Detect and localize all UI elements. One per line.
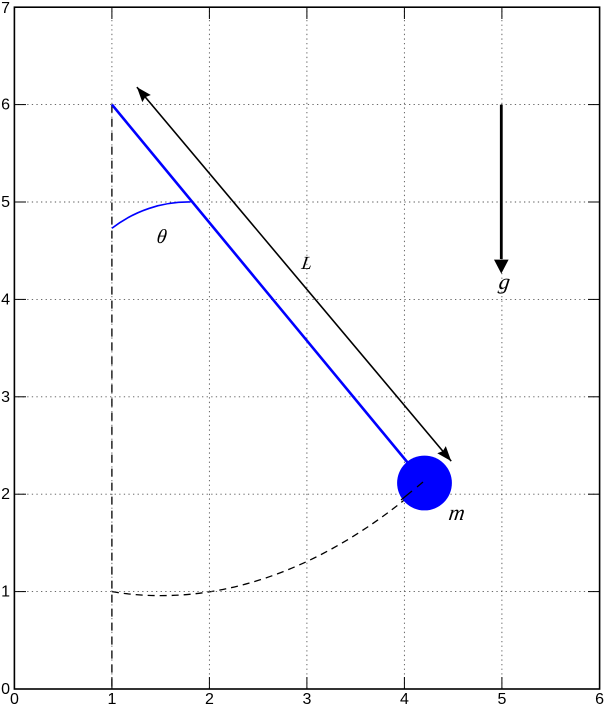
svg-text:1: 1 — [107, 691, 116, 707]
svg-text:2: 2 — [1, 486, 10, 503]
svg-text:0: 0 — [10, 691, 19, 707]
svg-text:5: 5 — [497, 691, 506, 707]
svg-text:6: 6 — [1, 97, 10, 114]
svg-text:7: 7 — [1, 0, 10, 17]
svg-text:3: 3 — [1, 389, 10, 406]
svg-text:4: 4 — [1, 291, 10, 308]
svg-text:0: 0 — [1, 681, 10, 698]
svg-text:5: 5 — [1, 194, 10, 211]
svg-text:6: 6 — [595, 691, 604, 707]
svg-text:2: 2 — [205, 691, 214, 707]
svg-text:3: 3 — [302, 691, 311, 707]
svg-text:1: 1 — [1, 584, 10, 601]
svg-text:4: 4 — [400, 691, 409, 707]
